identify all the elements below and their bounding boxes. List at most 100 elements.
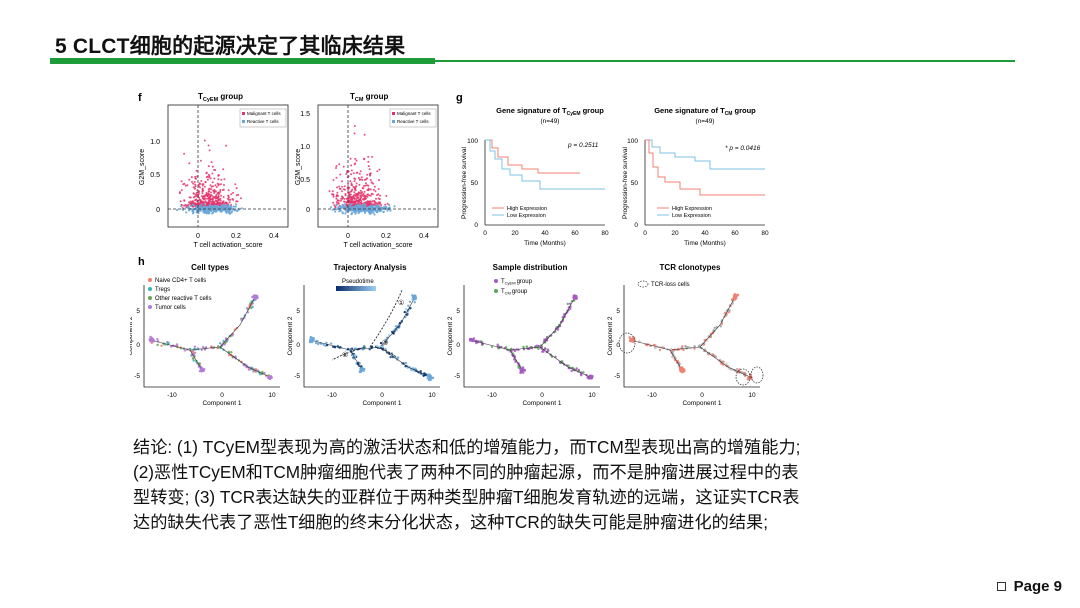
traj-ylabel: Component 2 <box>130 316 134 355</box>
traj-xlabel: Component 1 <box>202 400 241 407</box>
traj-ytick: -5 <box>134 373 140 380</box>
svg-text:0.4: 0.4 <box>419 233 429 240</box>
trajectory-arrow <box>374 346 397 358</box>
figure-svg: f g h TCyEM group Malignant T cells Reac… <box>127 92 769 407</box>
svg-text:TCyEMgroup: TCyEMgroup <box>501 279 533 286</box>
svg-text:G2M_score: G2M_score <box>295 149 302 185</box>
traj-ytick: -5 <box>614 373 620 380</box>
slide-title: 5 CLCT细胞的起源决定了其临床结果 <box>55 35 406 58</box>
scatter1-ytick-0: 0 <box>156 207 160 214</box>
trajectory-arrow <box>331 346 366 361</box>
svg-text:50: 50 <box>471 180 479 187</box>
traj-xtick: 0 <box>700 392 704 399</box>
trajectory-plot-3 <box>463 285 600 388</box>
traj-ytick: 5 <box>136 308 140 315</box>
svg-text:Tregs: Tregs <box>155 287 170 293</box>
svg-text:High Expression: High Expression <box>672 206 712 212</box>
svg-text:80: 80 <box>761 230 769 237</box>
svg-text:Low Expression: Low Expression <box>507 213 546 219</box>
scatter1-ytick-05: 0.5 <box>150 172 160 179</box>
traj-xtick: -10 <box>327 392 337 399</box>
svg-text:TCMgroup: TCMgroup <box>501 289 528 296</box>
svg-text:0: 0 <box>474 222 478 229</box>
svg-text:(n=49): (n=49) <box>696 118 715 125</box>
svg-text:Gene signature of TCM group: Gene signature of TCM group <box>654 106 756 117</box>
svg-text:Other reactive T cells: Other reactive T cells <box>155 296 211 302</box>
svg-text:0.4: 0.4 <box>269 233 279 240</box>
svg-text:Tumor cells: Tumor cells <box>155 305 186 311</box>
svg-text:0.2: 0.2 <box>381 233 391 240</box>
title-accent-bar <box>50 58 435 64</box>
traj1-title: Cell types <box>191 263 229 272</box>
svg-text:40: 40 <box>701 230 709 237</box>
scatter1-title-sub: CyEM <box>203 97 219 103</box>
svg-text:* p = 0.0416: * p = 0.0416 <box>725 145 761 152</box>
scatter1-legend-reactive: Reactive T cells <box>247 119 279 124</box>
scatter1-title-tail: group <box>218 92 243 101</box>
svg-text:TCM group: TCM group <box>350 92 388 103</box>
svg-text:TCyEM group: TCyEM group <box>198 92 243 103</box>
traj4-title: TCR clonotypes <box>660 263 721 272</box>
page-footer: Page 9 <box>996 578 1062 595</box>
trajectory-mark-1: ① <box>398 299 404 307</box>
svg-text:0: 0 <box>634 222 638 229</box>
traj-xlabel: Component 1 <box>522 400 561 407</box>
title-underline <box>435 60 1015 62</box>
svg-text:0: 0 <box>483 230 487 237</box>
svg-text:0.2: 0.2 <box>231 233 241 240</box>
trajectory-arrow <box>369 289 403 348</box>
svg-text:100: 100 <box>467 138 478 145</box>
traj-xtick: -10 <box>487 392 497 399</box>
svg-text:80: 80 <box>601 230 609 237</box>
tcr-loss-circle <box>735 368 751 386</box>
traj2-title: Trajectory Analysis <box>333 263 407 272</box>
scatter2-points <box>328 125 396 216</box>
scatter1-legend-malignant: Malignant T cells <box>247 111 281 116</box>
traj-xlabel: Component 1 <box>362 400 401 407</box>
trajectory-plot-1 <box>143 285 280 388</box>
traj-xtick: 0 <box>380 392 384 399</box>
traj-ytick: -5 <box>454 373 460 380</box>
svg-text:Progression-free survival: Progression-free survival <box>461 147 468 219</box>
traj-xtick: 10 <box>268 392 276 399</box>
traj-xlabel: Component 1 <box>682 400 721 407</box>
scatter1-ylabel: G2M_score <box>139 149 146 185</box>
scatter1-ytick-1: 1.0 <box>150 139 160 146</box>
traj-xtick: -10 <box>167 392 177 399</box>
tcr-loss-circle <box>750 366 764 384</box>
svg-text:Progression-free survival: Progression-free survival <box>622 147 629 219</box>
svg-text:1.5: 1.5 <box>300 111 310 118</box>
scatter-plot-tcyem: TCyEM group Malignant T cells Reactive T… <box>139 92 289 249</box>
traj-ylabel: Component 2 <box>287 316 294 355</box>
svg-text:0: 0 <box>196 233 200 240</box>
svg-text:p = 0.2511: p = 0.2511 <box>567 142 599 149</box>
svg-text:0: 0 <box>643 230 647 237</box>
scatter1-xlabel: T cell activation_score <box>193 242 262 249</box>
svg-text:20: 20 <box>511 230 519 237</box>
trajectory-plot-2 <box>303 285 440 388</box>
traj-ylabel: Component 2 <box>607 316 614 355</box>
figure-panel: f g h TCyEM group Malignant T cells Reac… <box>127 85 790 410</box>
traj-xtick: 0 <box>220 392 224 399</box>
traj-xtick: -10 <box>647 392 657 399</box>
km-plot-tcyem: Gene signature of TCyEM group (n=49) p =… <box>461 106 609 247</box>
traj-ytick: 5 <box>456 308 460 315</box>
svg-text:Time (Months): Time (Months) <box>524 240 566 247</box>
svg-text:Time (Months): Time (Months) <box>684 240 726 247</box>
trajectory-plot-4 <box>623 285 760 388</box>
scatter1-points <box>176 139 243 215</box>
traj-ytick: 0 <box>136 342 140 349</box>
svg-text:60: 60 <box>731 230 739 237</box>
traj-xtick: 10 <box>428 392 436 399</box>
panel-h-label: h <box>138 256 145 268</box>
traj-ytick: 0 <box>296 342 300 349</box>
svg-text:50: 50 <box>631 180 639 187</box>
svg-text:TCR-loss cells: TCR-loss cells <box>651 282 690 288</box>
svg-text:0: 0 <box>306 207 310 214</box>
page-square-icon <box>996 582 1006 591</box>
tcr-loss-circle <box>618 332 636 354</box>
traj-ytick: 0 <box>616 342 620 349</box>
svg-text:Gene signature of TCyEM group: Gene signature of TCyEM group <box>496 106 604 117</box>
svg-text:T cell activation_score: T cell activation_score <box>343 242 412 249</box>
